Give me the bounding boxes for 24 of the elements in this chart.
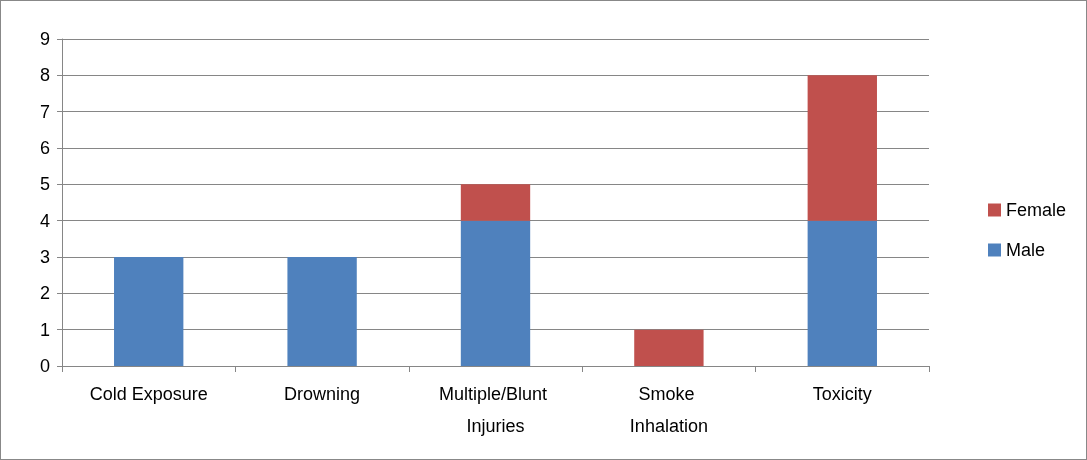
bar (807, 220, 877, 366)
y-tick-label: 0 (39, 356, 50, 376)
bar (287, 257, 357, 366)
bar (634, 329, 704, 366)
y-tick-label: 9 (39, 29, 50, 49)
y-tick-label: 5 (39, 174, 50, 195)
y-tick-label: 4 (39, 210, 50, 231)
y-tick-label: 6 (39, 138, 50, 158)
y-tick-label: 2 (39, 283, 50, 304)
y-tick-label: 7 (39, 101, 50, 122)
x-tick-label: Drowning (284, 384, 361, 404)
bar (114, 257, 184, 366)
y-tick-label: 1 (39, 319, 50, 340)
x-tick-label: Multiple/Blunt Injuries (438, 384, 553, 436)
x-tick-label: Cold Exposure (89, 384, 208, 404)
y-tick-label: 3 (39, 247, 50, 267)
bar (460, 220, 531, 366)
bar (807, 75, 877, 221)
legend-label: Male (1005, 240, 1045, 260)
y-tick-label: 8 (39, 65, 50, 86)
legend-label: Female (1005, 200, 1067, 220)
x-tick-label: Smoke Inhalation (629, 384, 708, 436)
bar (460, 184, 531, 221)
x-tick-label: Toxicity (812, 384, 872, 404)
